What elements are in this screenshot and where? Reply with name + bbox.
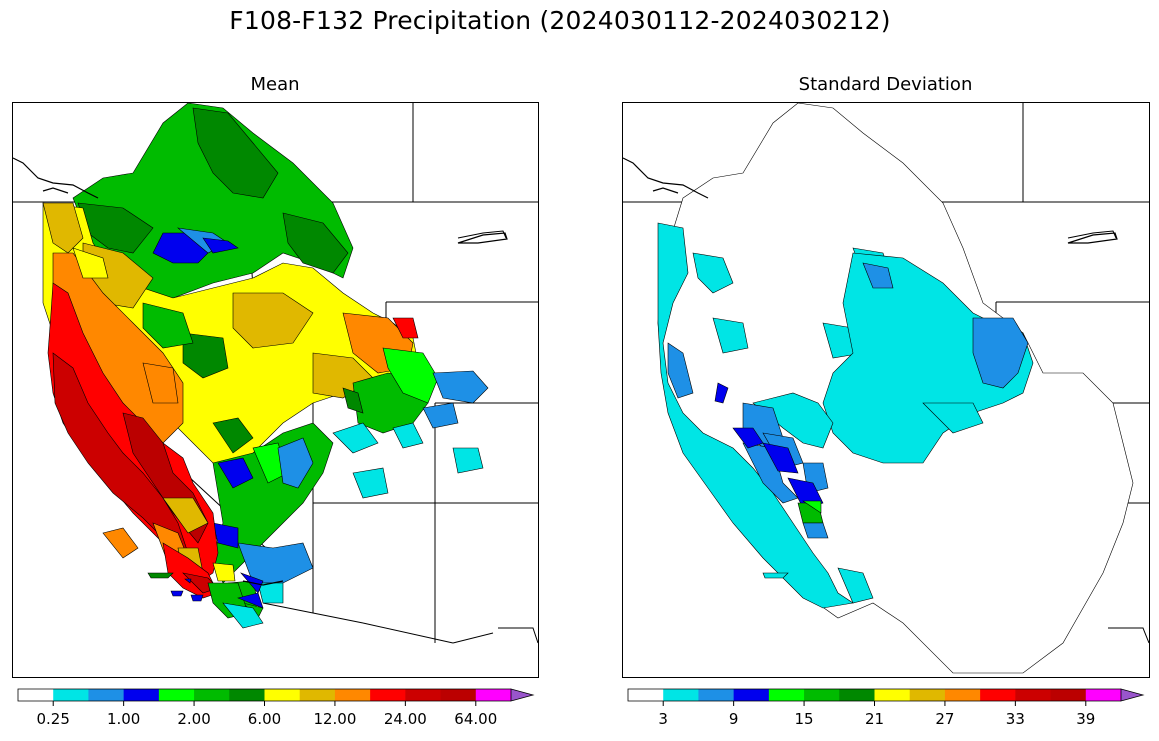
std-colorbar-segment	[909, 689, 946, 701]
std-colorbar: 3 9 15 21 27 33 39	[627, 688, 1145, 728]
mean-colorbar-segment	[158, 689, 195, 701]
mean-colorbar-segment	[334, 689, 371, 701]
std-colorbar-tick-label: 9	[728, 710, 739, 728]
mean-colorbar-tick-label: 1.00	[106, 710, 141, 728]
std-colorbar-segment	[839, 689, 875, 701]
std-colorbar-tick-label: 27	[935, 710, 955, 728]
std-colorbar-tick-label: 3	[658, 710, 668, 728]
std-colorbar-segment	[980, 689, 1016, 701]
std-panel-title: Standard Deviation	[798, 74, 973, 95]
mean-colorbar-scale	[17, 688, 535, 706]
std-colorbar-segment	[1050, 689, 1087, 701]
mean-panel-title: Mean	[250, 74, 300, 95]
mean-map	[12, 102, 539, 678]
mean-colorbar-tick-label: 64.00	[454, 710, 498, 728]
std-colorbar-extend-arrow	[1120, 688, 1145, 702]
mean-colorbar-segment	[475, 689, 512, 701]
mean-colorbar-tick-label: 24.00	[383, 710, 427, 728]
std-colorbar-tick-label: 33	[1005, 710, 1025, 728]
mean-colorbar-tick-label: 6.00	[247, 710, 282, 728]
coastline	[13, 157, 508, 586]
std-colorbar-segment	[698, 689, 735, 701]
figure-title: F108-F132 Precipitation (2024030112-2024…	[229, 6, 891, 35]
mean-basins	[42, 103, 489, 629]
std-colorbar-segment	[1015, 689, 1052, 701]
mean-colorbar-segment	[229, 689, 265, 701]
mean-colorbar: 0.25 1.00 2.00 6.00 12.00 24.00 64.00	[17, 688, 535, 728]
mean-colorbar-tick-label: 12.00	[313, 710, 357, 728]
mean-colorbar-segment	[53, 689, 89, 701]
std-colorbar-segment	[768, 689, 805, 701]
std-colorbar-scale	[627, 688, 1145, 706]
std-colorbar-segment	[733, 689, 770, 701]
std-colorbar-segment	[1085, 689, 1122, 701]
std-colorbar-tick-label: 21	[864, 710, 885, 728]
std-colorbar-segment	[944, 689, 981, 701]
mean-colorbar-segment	[194, 689, 230, 701]
mean-colorbar-segment	[123, 689, 160, 701]
mean-colorbar-segment	[299, 689, 336, 701]
std-colorbar-segment	[628, 689, 664, 701]
std-basins	[657, 103, 1134, 674]
mean-colorbar-segment	[88, 689, 125, 701]
std-map-canvas	[623, 103, 1149, 674]
std-colorbar-segment	[663, 689, 699, 701]
coastline	[623, 157, 1118, 244]
mean-colorbar-segment	[264, 689, 301, 701]
mean-colorbar-segment	[405, 689, 442, 701]
std-colorbar-segment	[804, 689, 840, 701]
mean-colorbar-segment	[370, 689, 406, 701]
mean-colorbar-extend-arrow	[510, 688, 535, 702]
std-colorbar-segment	[874, 689, 911, 701]
mean-colorbar-tick-label: 2.00	[177, 710, 211, 728]
mean-colorbar-tick-label: 0.25	[36, 710, 70, 728]
mean-colorbar-segment	[440, 689, 477, 701]
mean-colorbar-segment	[18, 689, 54, 701]
std-colorbar-tick-label: 39	[1076, 710, 1096, 728]
std-map	[622, 102, 1150, 678]
mean-map-canvas	[13, 103, 538, 644]
std-colorbar-tick-label: 15	[794, 710, 814, 728]
